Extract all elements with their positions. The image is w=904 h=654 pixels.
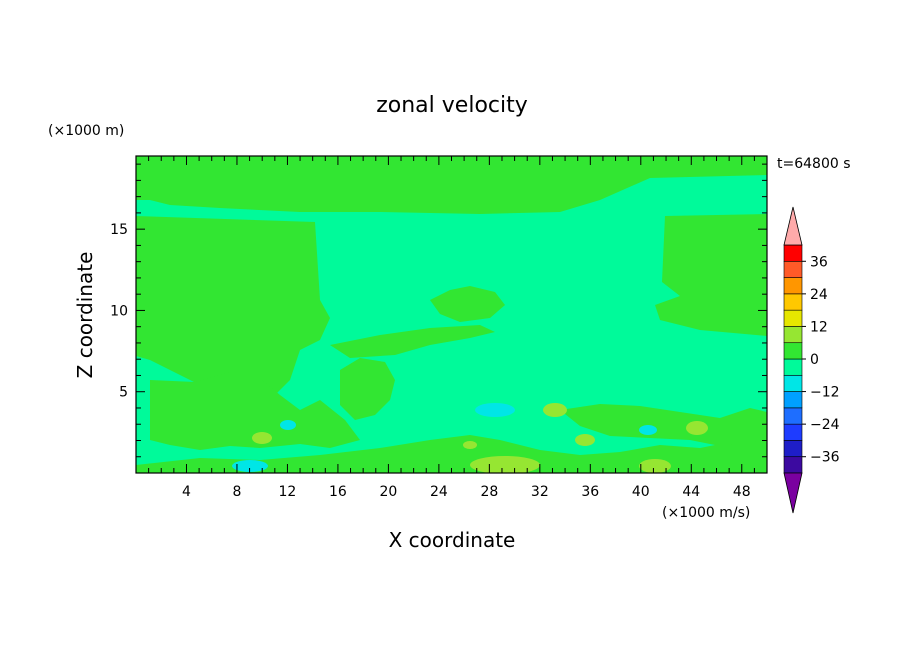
colorbar-swatch (783, 358, 803, 376)
x-tick-label: 36 (581, 484, 599, 500)
y-unit-label: (×1000 m) (48, 123, 124, 139)
negative-cells (232, 403, 657, 472)
colorbar-extend-top (783, 206, 803, 246)
colorbar-swatch (783, 260, 803, 278)
colorbar-swatch (783, 309, 803, 327)
x-tick-label: 40 (632, 484, 650, 500)
colorbar-label: 12 (810, 319, 828, 335)
x-tick-label: 48 (733, 484, 751, 500)
x-tick-label: 44 (682, 484, 700, 500)
cell-x36 (575, 434, 595, 446)
colorbar-label: 24 (810, 287, 828, 303)
colorbar-swatch (783, 342, 803, 360)
colorbar-swatch (783, 277, 803, 295)
x-tick-label: 20 (379, 484, 397, 500)
x-tick-label: 16 (329, 484, 347, 500)
cell-x10 (252, 432, 272, 444)
upper-band (136, 156, 767, 214)
strong-positive-cells (252, 403, 708, 473)
right-block (655, 214, 767, 336)
colorbar-swatch (783, 391, 803, 409)
middle-streak (330, 325, 495, 358)
x-tick-label: 4 (182, 484, 191, 500)
cell-x41 (639, 459, 671, 473)
time-label: t=64800 s (777, 156, 851, 172)
y-tick-label: 5 (119, 385, 128, 401)
left-block (136, 216, 330, 400)
cell-x26 (463, 441, 477, 449)
surface-band (136, 435, 767, 473)
colorbar-label: −36 (810, 450, 840, 466)
positive-regions (136, 156, 767, 473)
colorbar-swatch (783, 293, 803, 311)
colorbar-swatch (783, 374, 803, 392)
colorbar-label: −12 (810, 385, 840, 401)
x-axis-label: X coordinate (389, 528, 516, 552)
neg-cell-x41 (639, 425, 657, 435)
y-tick-label: 10 (110, 303, 128, 319)
lower-right-patch (560, 404, 767, 446)
x-tick-label: 32 (531, 484, 549, 500)
colorbar-swatch (783, 440, 803, 458)
colorbar-swatch (783, 244, 803, 262)
neg-cell-x28 (475, 403, 515, 417)
x-unit-label: (×1000 m/s) (662, 505, 750, 521)
center-blob (430, 286, 505, 322)
x-tick-label: 12 (279, 484, 297, 500)
colorbar-label: 0 (810, 352, 819, 368)
cell-x28 (470, 456, 540, 473)
plot-area (136, 156, 767, 473)
colorbar-label: −24 (810, 417, 840, 433)
colorbar: 36 24 12 0 −12 −24 −36 (783, 206, 840, 514)
x-tick-label: 8 (232, 484, 241, 500)
cell-x45 (686, 421, 708, 435)
colorbar-swatch (783, 456, 803, 474)
neg-cell-x12 (280, 420, 296, 430)
x-axis-ticks: 4 8 12 16 20 24 28 32 36 40 44 48 (148, 156, 755, 500)
y-tick-label: 15 (110, 222, 128, 238)
x-tick-label: 28 (480, 484, 498, 500)
lower-middle-patch (340, 358, 395, 420)
colorbar-swatch (783, 326, 803, 344)
lower-left-patch (150, 372, 360, 450)
chart-title: zonal velocity (376, 93, 528, 118)
x-tick-label: 24 (430, 484, 448, 500)
colorbar-swatch (783, 407, 803, 425)
cell-x33 (543, 403, 567, 417)
neg-cell-x9 (232, 460, 268, 472)
y-axis-ticks: 5 10 15 (110, 163, 767, 458)
colorbar-swatch (783, 423, 803, 441)
y-axis-label: Z coordinate (73, 252, 97, 379)
colorbar-label: 36 (810, 254, 828, 270)
colorbar-extend-bottom (783, 472, 803, 514)
